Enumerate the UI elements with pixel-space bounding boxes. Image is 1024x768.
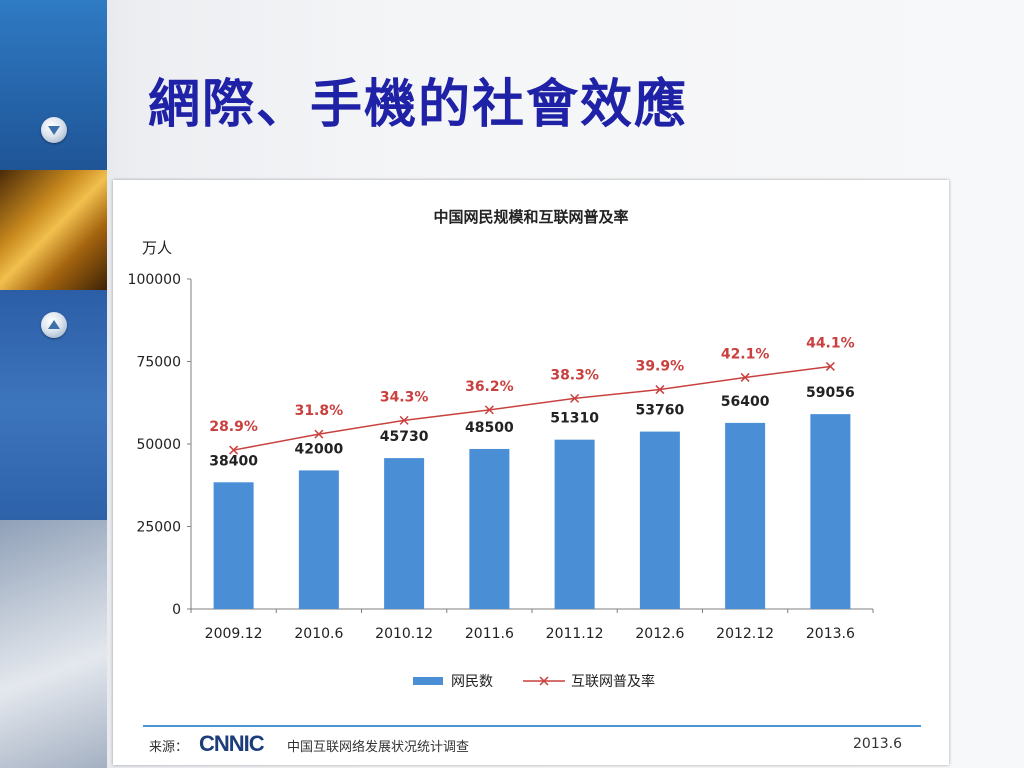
line-point-stroke — [314, 429, 324, 439]
bar-value-label: 51310 — [550, 411, 599, 427]
sidebar-decoration — [0, 0, 107, 768]
y-tick-label: 50000 — [136, 437, 181, 453]
y-tick-label: 75000 — [136, 355, 181, 371]
line-value-label: 38.3% — [550, 367, 599, 383]
bar — [213, 482, 254, 609]
bar-value-label: 38400 — [209, 453, 258, 469]
cnnic-logo: CNNIC — [199, 731, 265, 756]
line-value-label: 42.1% — [721, 346, 770, 362]
percent-line — [233, 365, 831, 451]
legend-bar-swatch — [413, 677, 443, 685]
sidebar-top-panel — [0, 0, 107, 170]
y-tick-label: 25000 — [136, 520, 181, 536]
x-tick-label: 2012.6 — [635, 626, 684, 642]
bar-value-label: 45730 — [380, 429, 429, 445]
line-point-stroke — [570, 393, 580, 403]
source-label: 来源： — [149, 740, 189, 755]
sidebar-gold-image — [0, 170, 107, 290]
chart: 中国网民规模和互联网普及率 万人 0250005000075000100000 … — [128, 208, 874, 690]
bar — [469, 448, 510, 609]
line-value-label: 36.2% — [465, 379, 514, 395]
bar-value-label: 42000 — [295, 441, 344, 457]
line-point — [229, 445, 239, 455]
bar — [554, 439, 595, 609]
chart-title: 中国网民规模和互联网普及率 — [433, 208, 628, 226]
line-value-label: 39.9% — [636, 359, 685, 375]
x-tick-label: 2011.6 — [465, 626, 514, 642]
x-tick-label: 2009.12 — [205, 626, 263, 642]
x-tick-label: 2010.6 — [294, 626, 343, 642]
line-value-label: 34.3% — [380, 389, 429, 405]
line-series: 28.9% 31.8% 34.3% 36.2% 38.3% 39.9% 42.1% 44.1% — [209, 335, 855, 455]
sidebar-up-icon[interactable] — [41, 312, 67, 338]
line-point — [570, 393, 580, 403]
legend-line-label: 互联网普及率 — [571, 673, 655, 690]
line-point — [825, 361, 835, 371]
chart-card: 中国网民规模和互联网普及率 万人 0 25000 50000 75000 100000 … — [113, 180, 949, 765]
line-point-stroke — [399, 415, 409, 425]
y-axis-label: 万人 — [142, 239, 172, 257]
source-date: 2013.6 — [853, 736, 902, 752]
line-value-label: 28.9% — [209, 419, 258, 435]
x-tick-label: 2010.12 — [375, 626, 433, 642]
legend-bar-label: 网民数 — [451, 674, 493, 690]
line-point — [484, 405, 494, 415]
bar — [810, 414, 851, 609]
bar — [384, 458, 425, 609]
footer-rule — [143, 725, 921, 727]
x-tick-label: 2012.12 — [716, 626, 774, 642]
bar — [639, 431, 680, 609]
source-text: 中国互联网络发展状况统计调查 — [287, 740, 470, 755]
line-point-stroke — [740, 372, 750, 382]
line-value-label: 31.8% — [295, 403, 344, 419]
y-tick-label: 0 — [172, 602, 181, 618]
bar-value-label: 59056 — [806, 385, 855, 401]
line-point-stroke — [484, 405, 494, 415]
line-value-label: 44.1% — [806, 335, 855, 351]
slide-title: 網際、手機的社會效應 — [148, 74, 689, 135]
line-point — [655, 385, 665, 395]
bar-value-label: 53760 — [636, 403, 685, 419]
bar — [298, 470, 339, 609]
bar-series: 38400 42000 45730 48500 51310 53760 56400 59056 — [209, 385, 855, 609]
line-point — [399, 415, 409, 425]
x-tick-label: 2011.12 — [546, 626, 604, 642]
legend: 网民数 互联网普及率 — [413, 673, 655, 690]
y-tick-label: 100000 — [128, 272, 181, 288]
line-point-stroke — [825, 361, 835, 371]
line-point-stroke — [229, 445, 239, 455]
sidebar-down-icon[interactable] — [41, 117, 67, 143]
x-tick-label: 2013.6 — [806, 626, 855, 642]
sidebar-keyboard-image — [0, 520, 107, 768]
legend-line-marker — [539, 676, 549, 686]
line-point — [740, 372, 750, 382]
bar — [725, 422, 766, 609]
bar-value-label: 48500 — [465, 420, 514, 436]
line-point — [314, 429, 324, 439]
line-point-stroke — [655, 385, 665, 395]
x-tick-labels: 2009.12 2010.6 2010.12 2011.6 2011.12 2012.6 2… — [205, 626, 855, 642]
bar-value-label: 56400 — [721, 394, 770, 410]
